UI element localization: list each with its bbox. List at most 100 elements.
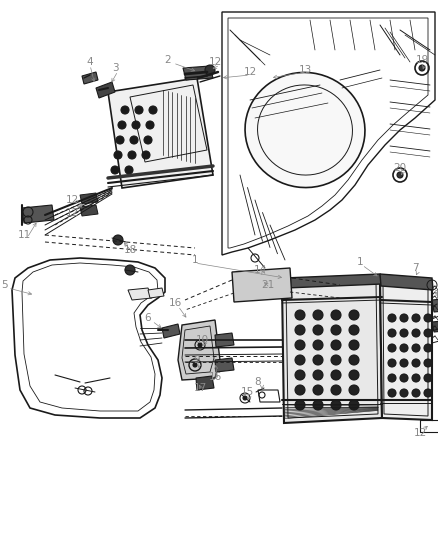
Circle shape (313, 340, 323, 350)
Circle shape (388, 314, 396, 322)
Circle shape (412, 374, 420, 382)
Circle shape (388, 359, 396, 367)
Text: 14: 14 (253, 265, 267, 275)
Text: 12: 12 (244, 67, 257, 77)
Circle shape (349, 385, 359, 395)
Circle shape (125, 265, 135, 275)
Circle shape (397, 172, 403, 178)
Text: 12: 12 (65, 208, 79, 218)
Circle shape (205, 65, 215, 75)
Polygon shape (82, 72, 98, 84)
Text: 9: 9 (194, 355, 200, 365)
Text: 8: 8 (254, 377, 261, 387)
Circle shape (349, 400, 359, 410)
Circle shape (331, 355, 341, 365)
Text: 18: 18 (124, 245, 137, 255)
Circle shape (243, 396, 247, 400)
Text: 1: 1 (192, 255, 198, 265)
Text: 12: 12 (433, 290, 438, 300)
Circle shape (111, 166, 119, 174)
Text: 19: 19 (415, 55, 429, 65)
Circle shape (331, 385, 341, 395)
Circle shape (424, 359, 432, 367)
Polygon shape (22, 205, 54, 223)
Text: 1: 1 (357, 257, 363, 267)
Circle shape (313, 325, 323, 335)
Circle shape (424, 314, 432, 322)
Circle shape (121, 106, 129, 114)
Text: 7: 7 (412, 263, 418, 273)
Text: 12: 12 (413, 428, 427, 438)
Polygon shape (284, 274, 382, 288)
Circle shape (295, 370, 305, 380)
Text: 13: 13 (298, 65, 311, 75)
Circle shape (313, 385, 323, 395)
Circle shape (135, 106, 143, 114)
Polygon shape (215, 333, 234, 347)
Polygon shape (232, 268, 292, 302)
Circle shape (331, 370, 341, 380)
Circle shape (349, 310, 359, 320)
Circle shape (313, 310, 323, 320)
Circle shape (400, 329, 408, 337)
Circle shape (424, 329, 432, 337)
Circle shape (388, 329, 396, 337)
Circle shape (144, 136, 152, 144)
Polygon shape (148, 288, 164, 298)
Circle shape (113, 235, 123, 245)
Circle shape (295, 340, 305, 350)
Circle shape (400, 314, 408, 322)
Circle shape (198, 343, 202, 347)
Circle shape (295, 400, 305, 410)
Text: 21: 21 (261, 280, 275, 290)
Circle shape (388, 374, 396, 382)
Polygon shape (432, 320, 438, 332)
Circle shape (424, 389, 432, 397)
Circle shape (424, 344, 432, 352)
Circle shape (419, 65, 425, 71)
Circle shape (388, 389, 396, 397)
Circle shape (349, 355, 359, 365)
Text: 17: 17 (193, 383, 207, 393)
Circle shape (142, 151, 150, 159)
Circle shape (118, 121, 126, 129)
Polygon shape (380, 274, 433, 290)
Polygon shape (183, 66, 213, 80)
Circle shape (130, 136, 138, 144)
Circle shape (388, 344, 396, 352)
Circle shape (128, 151, 136, 159)
Circle shape (146, 121, 154, 129)
Polygon shape (128, 288, 152, 300)
Circle shape (349, 370, 359, 380)
Text: 16: 16 (168, 298, 182, 308)
Text: 6: 6 (145, 313, 151, 323)
Circle shape (331, 340, 341, 350)
Circle shape (149, 106, 157, 114)
Text: 10: 10 (195, 335, 208, 345)
Polygon shape (80, 193, 98, 204)
Polygon shape (108, 78, 213, 188)
Circle shape (331, 400, 341, 410)
Circle shape (412, 344, 420, 352)
Ellipse shape (245, 72, 365, 188)
Circle shape (114, 151, 122, 159)
Polygon shape (196, 376, 214, 390)
Text: 16: 16 (208, 372, 222, 382)
Text: 15: 15 (240, 387, 254, 397)
Text: 2: 2 (165, 55, 171, 65)
Circle shape (313, 400, 323, 410)
Polygon shape (80, 205, 98, 216)
Text: 4: 4 (87, 57, 93, 67)
Circle shape (412, 359, 420, 367)
Text: 12: 12 (65, 195, 79, 205)
Text: 5: 5 (2, 280, 8, 290)
Circle shape (132, 121, 140, 129)
Circle shape (125, 166, 133, 174)
Circle shape (412, 314, 420, 322)
Text: 11: 11 (18, 230, 31, 240)
Circle shape (295, 385, 305, 395)
Circle shape (331, 325, 341, 335)
Polygon shape (162, 324, 180, 338)
Polygon shape (96, 82, 115, 98)
Polygon shape (432, 298, 438, 312)
